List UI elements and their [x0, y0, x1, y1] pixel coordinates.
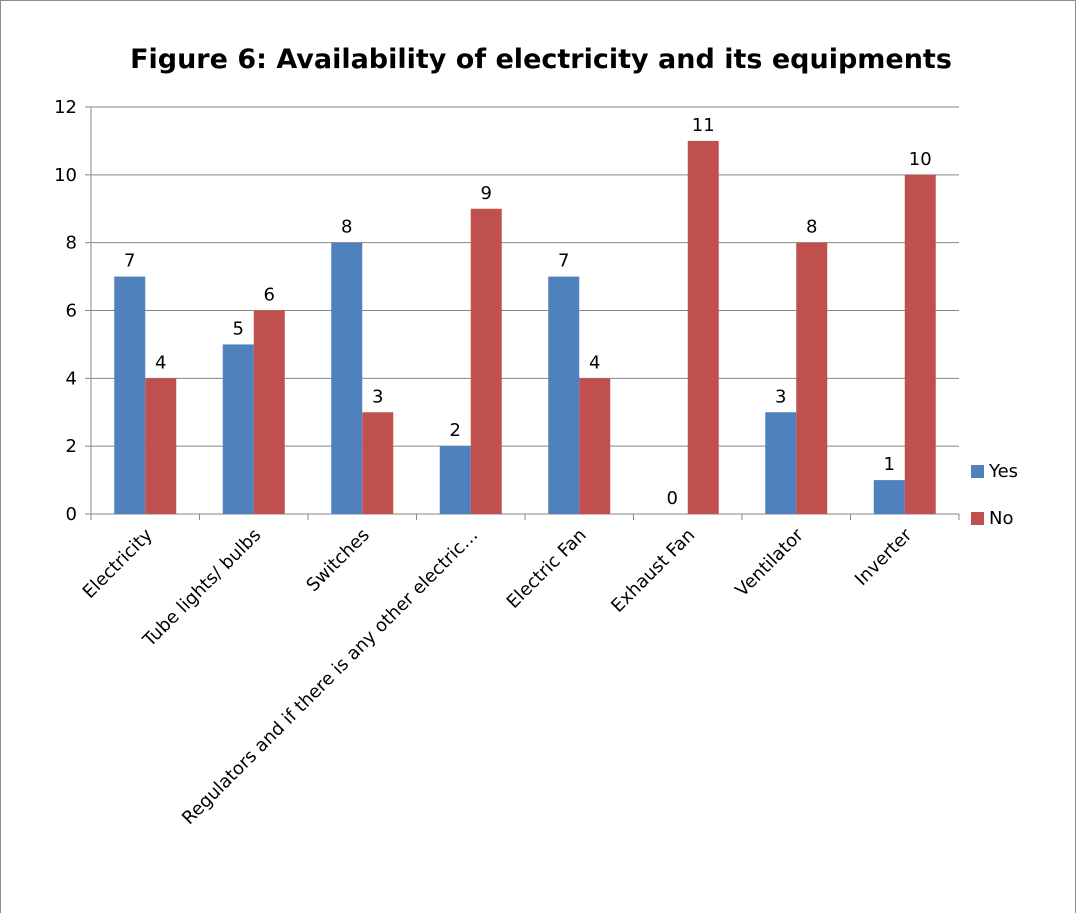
- bar-yes: [873, 480, 905, 514]
- category-label: Ventilator: [731, 524, 808, 601]
- data-label: 5: [233, 318, 244, 339]
- data-label: 10: [909, 149, 932, 170]
- bar-no: [579, 378, 611, 514]
- legend-swatch-yes: [971, 465, 984, 478]
- category-label: Electricity: [79, 524, 157, 602]
- bar-yes: [765, 412, 797, 514]
- bar-no: [796, 242, 828, 514]
- category-label: Tube lights/ bulbs: [138, 525, 265, 652]
- bar-yes: [222, 344, 254, 514]
- data-label: 4: [155, 352, 166, 373]
- y-tick-label: 4: [66, 368, 77, 389]
- bar-yes: [439, 446, 471, 514]
- y-tick-label: 10: [54, 165, 77, 186]
- bar-yes: [548, 276, 580, 514]
- y-tick-label: 12: [54, 97, 77, 118]
- y-tick-label: 8: [66, 233, 77, 254]
- data-labels: 7 4 56 8 3 2 9 7 4 0 11 3 8 1 10: [124, 115, 932, 509]
- legend-label-no: No: [989, 508, 1013, 529]
- legend-swatch-no: [971, 512, 984, 525]
- category-label: Electric Fan: [503, 525, 591, 613]
- data-label: 8: [341, 217, 352, 238]
- data-label: 9: [481, 183, 492, 204]
- chart-title: Figure 6: Availability of electricity an…: [130, 44, 952, 75]
- bar-no: [904, 174, 936, 515]
- bar-no: [687, 140, 719, 514]
- y-tick-label: 0: [66, 504, 77, 525]
- legend-label-yes: Yes: [988, 461, 1018, 482]
- bar-yes: [114, 276, 146, 514]
- category-label: Exhaust Fan: [607, 525, 699, 617]
- bar-no: [470, 208, 502, 514]
- data-label: 7: [558, 251, 569, 272]
- y-tick-label: 6: [66, 301, 77, 322]
- bar-no: [253, 310, 285, 514]
- data-label: 1: [884, 454, 895, 475]
- category-label: Inverter: [851, 524, 917, 590]
- data-label: 0: [667, 488, 678, 509]
- legend: Yes No: [971, 461, 1018, 529]
- data-label: 11: [692, 115, 715, 136]
- bar-yes: [331, 242, 363, 514]
- data-label: 8: [806, 217, 817, 238]
- bar-no: [362, 412, 394, 514]
- data-label: 6: [264, 285, 275, 306]
- data-label: 3: [372, 386, 383, 407]
- category-label: Switches: [302, 525, 373, 596]
- gridlines: [91, 106, 959, 447]
- data-label: 2: [450, 420, 461, 441]
- bars: [114, 140, 936, 515]
- data-label: 4: [589, 352, 600, 373]
- y-tick-label: 2: [66, 436, 77, 457]
- data-label: 3: [775, 386, 786, 407]
- bar-no: [145, 378, 177, 514]
- data-label: 7: [124, 251, 135, 272]
